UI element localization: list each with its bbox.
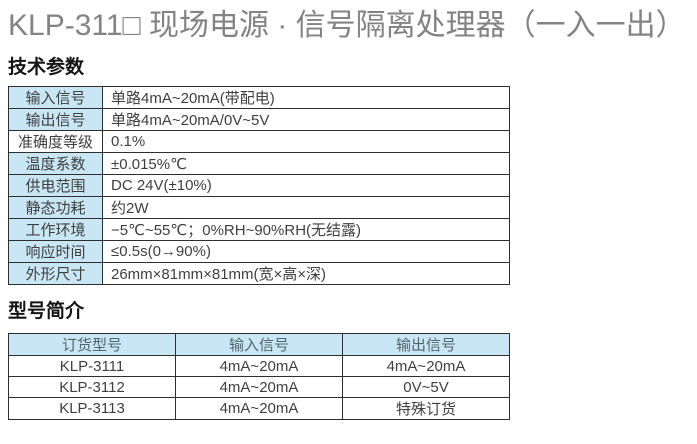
input-signal-cell: 4mA~20mA (175, 376, 343, 399)
table-row: KLP-3111 4mA~20mA 4mA~20mA (8, 355, 510, 378)
spec-label: 供电范围 (8, 174, 103, 198)
output-signal-cell: 0V~5V (342, 376, 510, 399)
table-row: 温度系数 ±0.015%℃ (8, 152, 510, 176)
spec-label: 静态功耗 (8, 196, 103, 220)
spec-value: DC 24V(±10%) (102, 174, 510, 198)
table-row: KLP-3113 4mA~20mA 特殊订货 (8, 397, 510, 421)
tech-params-heading: 技术参数 (8, 56, 85, 78)
output-signal-cell: 4mA~20mA (342, 355, 510, 378)
input-signal-cell: 4mA~20mA (175, 397, 343, 421)
spec-label: 输入信号 (8, 86, 103, 110)
spec-value: −5℃~55℃；0%RH~90%RH(无结露) (102, 218, 510, 242)
table-row: 输出信号 单路4mA~20mA/0V~5V (8, 108, 510, 132)
tech-params-table: 输入信号 单路4mA~20mA(带配电) 输出信号 单路4mA~20mA/0V~… (8, 86, 510, 286)
table-row: KLP-3112 4mA~20mA 0V~5V (8, 376, 510, 399)
model-number-cell: KLP-3111 (8, 355, 176, 378)
spec-value: 26mm×81mm×81mm(宽×高×深) (102, 262, 510, 286)
spec-value: ≤0.5s(0→90%) (102, 240, 510, 264)
datasheet-page: KLP-311□ 现场电源 · 信号隔离处理器（一入一出） 技术参数 输入信号 … (8, 9, 686, 421)
spec-label: 工作环境 (8, 218, 103, 242)
table-row: 准确度等级 0.1% (8, 130, 510, 154)
page-title: KLP-311□ 现场电源 · 信号隔离处理器（一入一出） (8, 9, 686, 42)
table-row: 静态功耗 约2W (8, 196, 510, 220)
spec-label: 外形尺寸 (8, 262, 103, 286)
column-header-order-model: 订货型号 (8, 333, 176, 357)
table-row: 供电范围 DC 24V(±10%) (8, 174, 510, 198)
table-row: 外形尺寸 26mm×81mm×81mm(宽×高×深) (8, 262, 510, 286)
column-header-output-signal: 输出信号 (342, 333, 510, 357)
spec-value: 单路4mA~20mA/0V~5V (102, 108, 510, 132)
spec-label: 准确度等级 (8, 130, 103, 154)
model-table: 订货型号 输入信号 输出信号 KLP-3111 4mA~20mA 4mA~20m… (8, 333, 510, 421)
spec-label: 温度系数 (8, 152, 103, 176)
spec-value: 0.1% (102, 130, 510, 154)
output-signal-cell: 特殊订货 (342, 397, 510, 421)
table-header-row: 订货型号 输入信号 输出信号 (8, 333, 510, 357)
model-intro-heading: 型号简介 (8, 301, 85, 323)
input-signal-cell: 4mA~20mA (175, 355, 343, 378)
model-number-cell: KLP-3112 (8, 376, 176, 399)
model-number-cell: KLP-3113 (8, 397, 176, 421)
spec-value: ±0.015%℃ (102, 152, 510, 176)
spec-label: 响应时间 (8, 240, 103, 264)
spec-value: 约2W (102, 196, 510, 220)
table-row: 输入信号 单路4mA~20mA(带配电) (8, 86, 510, 110)
spec-label: 输出信号 (8, 108, 103, 132)
column-header-input-signal: 输入信号 (175, 333, 343, 357)
table-row: 响应时间 ≤0.5s(0→90%) (8, 240, 510, 264)
spec-value: 单路4mA~20mA(带配电) (102, 86, 510, 110)
table-row: 工作环境 −5℃~55℃；0%RH~90%RH(无结露) (8, 218, 510, 242)
